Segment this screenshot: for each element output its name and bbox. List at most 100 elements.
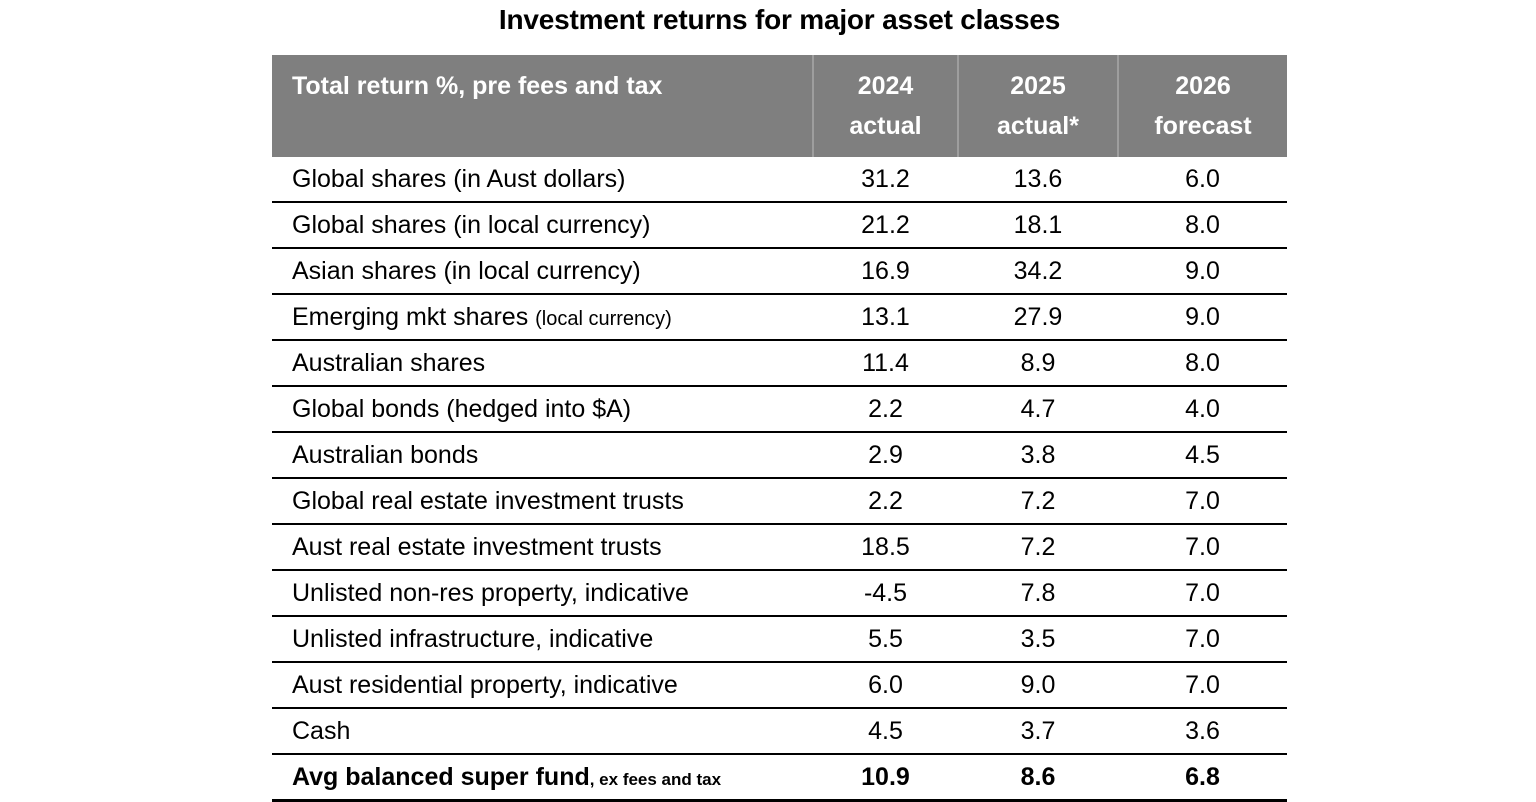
value-2026-forecast: 8.0 <box>1118 202 1287 249</box>
value-2025-actual: 8.6 <box>958 754 1118 802</box>
value-2026-forecast: 9.0 <box>1118 248 1287 295</box>
value-2025-actual: 4.7 <box>958 386 1118 433</box>
table-row: Aust residential property, indicative 6.… <box>272 662 1287 709</box>
table-row: Emerging mkt shares (local currency) 13.… <box>272 294 1287 341</box>
value-2026-forecast: 7.0 <box>1118 478 1287 525</box>
value-2024-actual: 10.9 <box>813 754 958 802</box>
table-row: Unlisted non-res property, indicative -4… <box>272 570 1287 617</box>
table-row: Unlisted infrastructure, indicative 5.5 … <box>272 616 1287 663</box>
asset-class-label: Aust real estate investment trusts <box>292 532 662 561</box>
table-row: Australian shares 11.4 8.9 8.0 <box>272 340 1287 387</box>
asset-class-label-cell: Global shares (in local currency) <box>272 202 813 249</box>
value-2026-forecast: 6.8 <box>1118 754 1287 802</box>
asset-class-label-cell: Cash <box>272 708 813 755</box>
value-2024-actual: 13.1 <box>813 294 958 341</box>
value-2026-forecast: 9.0 <box>1118 294 1287 341</box>
value-2024-actual: 2.9 <box>813 432 958 479</box>
table-row: Aust real estate investment trusts 18.5 … <box>272 524 1287 571</box>
header-col-2024: 2024 actual <box>812 55 958 157</box>
table-row: Australian bonds 2.9 3.8 4.5 <box>272 432 1287 479</box>
table-body: Global shares (in Aust dollars) 31.2 13.… <box>272 157 1287 802</box>
value-2025-actual: 18.1 <box>958 202 1118 249</box>
asset-class-label: Global real estate investment trusts <box>292 486 684 515</box>
chart-title: Investment returns for major asset class… <box>498 4 1061 35</box>
header-col-2025: 2025 actual* <box>957 55 1118 157</box>
value-2026-forecast: 3.6 <box>1118 708 1287 755</box>
returns-table: Total return %, pre fees and tax 2024 ac… <box>272 55 1287 802</box>
asset-class-label-cell: Global bonds (hedged into $A) <box>272 386 813 433</box>
asset-class-label-note: , ex fees and tax <box>589 769 722 789</box>
value-2025-actual: 9.0 <box>958 662 1118 709</box>
value-2026-forecast: 4.0 <box>1118 386 1287 433</box>
table-row: Global real estate investment trusts 2.2… <box>272 478 1287 525</box>
value-2025-actual: 3.7 <box>958 708 1118 755</box>
asset-class-label-cell: Emerging mkt shares (local currency) <box>272 294 813 341</box>
header-row: Total return %, pre fees and tax 2024 ac… <box>272 55 1287 157</box>
value-2024-actual: 4.5 <box>813 708 958 755</box>
value-2025-actual: 7.8 <box>958 570 1118 617</box>
asset-class-label: Global shares (in Aust dollars) <box>292 164 626 193</box>
table-row: Global bonds (hedged into $A) 2.2 4.7 4.… <box>272 386 1287 433</box>
asset-class-label: Global shares (in local currency) <box>292 210 651 239</box>
value-2026-forecast: 6.0 <box>1118 157 1287 203</box>
value-2024-actual: 16.9 <box>813 248 958 295</box>
asset-class-label: Unlisted infrastructure, indicative <box>292 624 654 653</box>
value-2025-actual: 3.5 <box>958 616 1118 663</box>
value-2025-actual: 13.6 <box>958 157 1118 203</box>
value-2024-actual: 2.2 <box>813 386 958 433</box>
asset-class-label: Australian bonds <box>292 440 479 469</box>
asset-class-label: Emerging mkt shares <box>292 302 536 331</box>
asset-class-label-cell: Unlisted non-res property, indicative <box>272 570 813 617</box>
header-2025-year: 2025 <box>1010 72 1066 100</box>
value-2024-actual: 11.4 <box>813 340 958 387</box>
asset-class-label: Unlisted non-res property, indicative <box>292 578 689 607</box>
header-col-2026: 2026 forecast <box>1117 55 1287 157</box>
header-2026-year: 2026 <box>1175 72 1231 100</box>
value-2025-actual: 3.8 <box>958 432 1118 479</box>
value-2024-actual: 18.5 <box>813 524 958 571</box>
header-label-cell: Total return %, pre fees and tax <box>272 55 813 157</box>
returns-table-wrap: Total return %, pre fees and tax 2024 ac… <box>272 55 1287 802</box>
value-2024-actual: 5.5 <box>813 616 958 663</box>
asset-class-label-cell: Avg balanced super fund, ex fees and tax <box>272 754 813 802</box>
value-2025-actual: 8.9 <box>958 340 1118 387</box>
value-2025-actual: 7.2 <box>958 524 1118 571</box>
table-row: Global shares (in Aust dollars) 31.2 13.… <box>272 157 1287 203</box>
asset-class-label-cell: Aust residential property, indicative <box>272 662 813 709</box>
asset-class-label-cell: Unlisted infrastructure, indicative <box>272 616 813 663</box>
header-2024-year: 2024 <box>857 72 914 100</box>
header-2025-subtitle: actual* <box>997 112 1079 140</box>
asset-class-label-cell: Global real estate investment trusts <box>272 478 813 525</box>
value-2024-actual: 2.2 <box>813 478 958 525</box>
header-2026-subtitle: forecast <box>1154 112 1252 140</box>
value-2026-forecast: 7.0 <box>1118 524 1287 571</box>
header-2024-subtitle: actual <box>849 112 922 140</box>
table-row: Asian shares (in local currency) 16.9 34… <box>272 248 1287 295</box>
value-2026-forecast: 7.0 <box>1118 616 1287 663</box>
asset-class-label: Australian shares <box>292 348 486 377</box>
value-2025-actual: 34.2 <box>958 248 1118 295</box>
asset-class-label-cell: Global shares (in Aust dollars) <box>272 157 813 203</box>
asset-class-label: Aust residential property, indicative <box>292 670 678 699</box>
asset-class-label-cell: Australian shares <box>272 340 813 387</box>
value-2026-forecast: 7.0 <box>1118 570 1287 617</box>
value-2024-actual: -4.5 <box>813 570 958 617</box>
value-2024-actual: 31.2 <box>813 157 958 203</box>
value-2025-actual: 7.2 <box>958 478 1118 525</box>
table-row: Cash 4.5 3.7 3.6 <box>272 708 1287 755</box>
asset-class-label: Cash <box>292 716 351 745</box>
table-row: Avg balanced super fund, ex fees and tax… <box>272 754 1287 802</box>
asset-class-label-cell: Aust real estate investment trusts <box>272 524 813 571</box>
value-2025-actual: 27.9 <box>958 294 1118 341</box>
asset-class-label: Avg balanced super fund <box>292 762 590 791</box>
value-2024-actual: 6.0 <box>813 662 958 709</box>
value-2026-forecast: 8.0 <box>1118 340 1287 387</box>
header-label-text: Total return %, pre fees and tax <box>292 72 663 100</box>
table-header: Total return %, pre fees and tax 2024 ac… <box>272 55 1287 157</box>
asset-class-label-note: (local currency) <box>535 307 672 330</box>
value-2026-forecast: 4.5 <box>1118 432 1287 479</box>
asset-class-label: Global bonds (hedged into $A) <box>292 394 632 423</box>
table-row: Global shares (in local currency) 21.2 1… <box>272 202 1287 249</box>
asset-class-label-cell: Asian shares (in local currency) <box>272 248 813 295</box>
